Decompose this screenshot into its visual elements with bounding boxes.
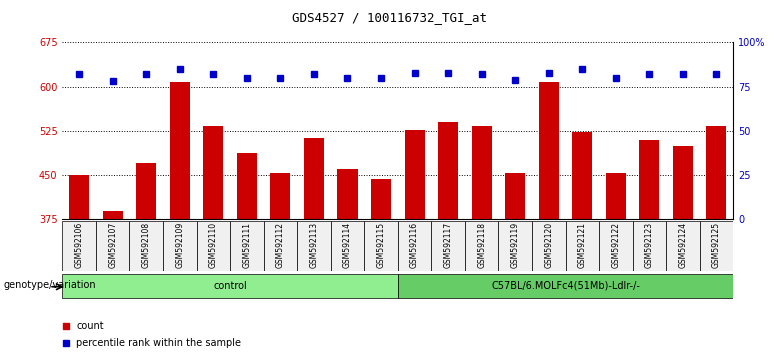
Bar (304, 138, 324, 219)
FancyBboxPatch shape (599, 221, 633, 271)
Text: C57BL/6.MOLFc4(51Mb)-Ldlr-/-: C57BL/6.MOLFc4(51Mb)-Ldlr-/- (491, 281, 640, 291)
Bar (136, 164, 156, 219)
FancyBboxPatch shape (566, 221, 599, 271)
Text: percentile rank within the sample: percentile rank within the sample (76, 338, 241, 348)
Text: GSM592119: GSM592119 (511, 222, 519, 268)
FancyBboxPatch shape (62, 221, 96, 271)
FancyBboxPatch shape (532, 221, 566, 271)
Text: GSM592125: GSM592125 (712, 222, 721, 268)
Text: GSM592124: GSM592124 (679, 222, 687, 268)
FancyBboxPatch shape (364, 221, 398, 271)
Text: GSM592110: GSM592110 (209, 222, 218, 268)
Text: control: control (213, 281, 247, 291)
FancyBboxPatch shape (62, 274, 398, 298)
FancyBboxPatch shape (129, 221, 163, 271)
Text: GSM592123: GSM592123 (645, 222, 654, 268)
Bar (573, 132, 592, 219)
FancyBboxPatch shape (331, 221, 364, 271)
Text: GDS4527 / 100116732_TGI_at: GDS4527 / 100116732_TGI_at (292, 11, 488, 24)
Text: genotype/variation: genotype/variation (4, 280, 97, 290)
Text: GSM592107: GSM592107 (108, 222, 117, 268)
Bar (103, 211, 122, 219)
FancyBboxPatch shape (498, 221, 532, 271)
Text: GSM592108: GSM592108 (142, 222, 151, 268)
Bar (271, 173, 290, 219)
Text: GSM592120: GSM592120 (544, 222, 553, 268)
Text: GSM592113: GSM592113 (310, 222, 318, 268)
Text: GSM592118: GSM592118 (477, 222, 486, 268)
Bar (371, 179, 391, 219)
Text: GSM592122: GSM592122 (612, 222, 620, 268)
Text: GSM592117: GSM592117 (444, 222, 452, 268)
FancyBboxPatch shape (465, 221, 498, 271)
Bar (170, 82, 190, 219)
FancyBboxPatch shape (398, 221, 431, 271)
Text: GSM592106: GSM592106 (75, 222, 83, 268)
FancyBboxPatch shape (700, 221, 733, 271)
Text: GSM592114: GSM592114 (343, 222, 352, 268)
FancyBboxPatch shape (666, 221, 700, 271)
Bar (472, 126, 491, 219)
Bar (204, 126, 223, 219)
Bar (338, 169, 357, 219)
Bar (640, 140, 659, 219)
Bar (606, 173, 626, 219)
Bar (707, 126, 726, 219)
Bar (505, 173, 525, 219)
FancyBboxPatch shape (197, 221, 230, 271)
Bar (438, 122, 458, 219)
Bar (539, 82, 558, 219)
Text: count: count (76, 321, 104, 331)
FancyBboxPatch shape (431, 221, 465, 271)
Text: GSM592115: GSM592115 (377, 222, 385, 268)
FancyBboxPatch shape (230, 221, 264, 271)
Text: GSM592112: GSM592112 (276, 222, 285, 268)
Bar (69, 175, 89, 219)
Bar (237, 153, 257, 219)
Text: GSM592116: GSM592116 (410, 222, 419, 268)
FancyBboxPatch shape (398, 274, 733, 298)
Bar (405, 130, 424, 219)
Text: GSM592109: GSM592109 (176, 222, 184, 268)
FancyBboxPatch shape (264, 221, 297, 271)
FancyBboxPatch shape (297, 221, 331, 271)
Text: GSM592121: GSM592121 (578, 222, 587, 268)
Text: GSM592111: GSM592111 (243, 222, 251, 268)
FancyBboxPatch shape (633, 221, 666, 271)
Bar (673, 146, 693, 219)
FancyBboxPatch shape (96, 221, 129, 271)
FancyBboxPatch shape (163, 221, 197, 271)
